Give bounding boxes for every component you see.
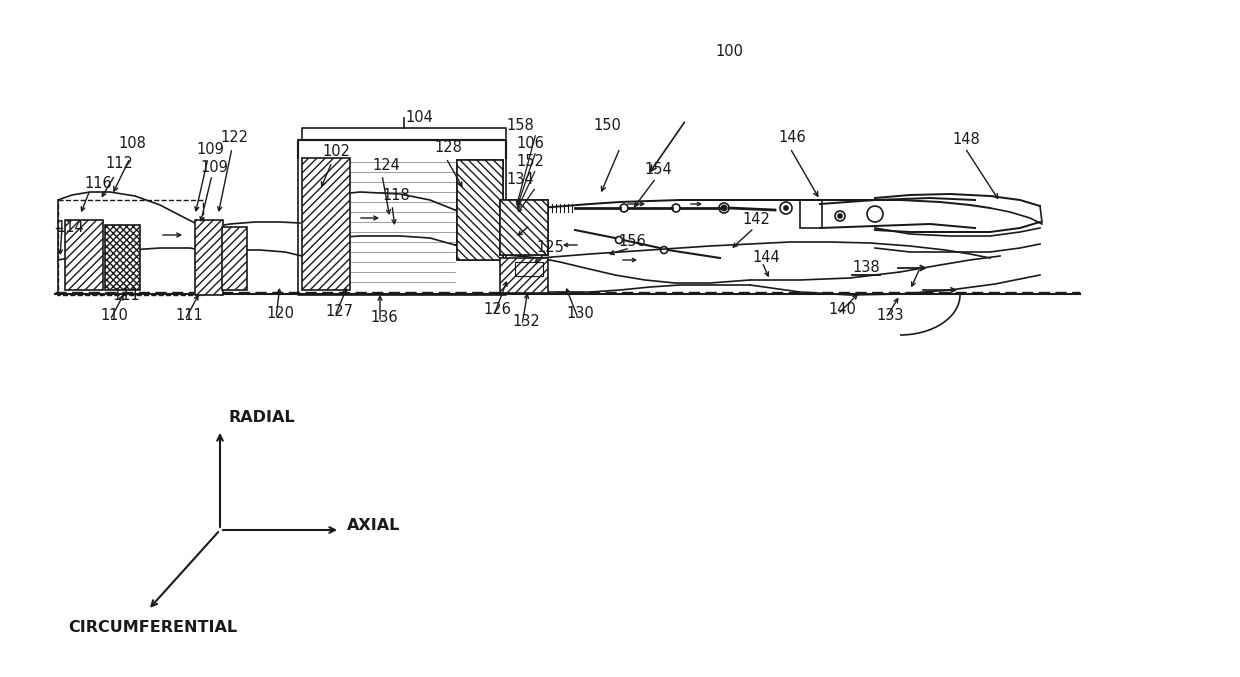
Text: 106: 106 [516,135,544,150]
Text: 138: 138 [852,261,879,276]
Text: 109: 109 [200,160,228,175]
Bar [458,160,503,260]
Bar [105,225,140,290]
Bar [515,262,543,276]
Bar [64,220,103,290]
Text: 150: 150 [593,118,621,133]
Text: 156: 156 [618,234,646,250]
Bar [500,200,548,255]
Text: 136: 136 [370,311,398,326]
Text: RADIAL: RADIAL [228,410,295,426]
Text: 128: 128 [434,141,461,156]
Bar [222,227,247,290]
Text: CIRCUMFERENTIAL: CIRCUMFERENTIAL [68,621,237,636]
Bar [800,200,822,228]
Text: 124: 124 [372,158,399,173]
Text: 127: 127 [325,305,353,320]
Text: 126: 126 [484,303,511,318]
Bar [500,200,548,255]
Text: 132: 132 [512,315,539,330]
Text: 148: 148 [952,133,980,148]
Text: 109: 109 [196,142,224,158]
Text: 114: 114 [56,221,84,236]
Text: 144: 144 [751,250,780,265]
Bar [195,220,223,295]
Text: 116: 116 [84,175,112,190]
Text: 154: 154 [644,162,672,177]
Text: 104: 104 [405,110,433,125]
Text: 142: 142 [742,213,770,227]
Text: 100: 100 [715,45,743,60]
Text: 111: 111 [175,309,203,324]
Text: 110: 110 [100,309,128,324]
Text: 102: 102 [322,144,350,160]
Text: 111: 111 [112,288,140,303]
Text: 140: 140 [828,303,856,318]
Text: 125: 125 [536,240,564,255]
Circle shape [784,206,787,210]
Text: AXIAL: AXIAL [347,519,401,533]
Circle shape [838,214,842,218]
Text: 120: 120 [267,307,294,322]
Text: 130: 130 [565,307,594,322]
Text: 108: 108 [118,135,146,150]
Text: 146: 146 [777,131,806,146]
Bar [500,258,548,293]
Text: 152: 152 [516,154,544,169]
Bar [58,200,203,295]
Text: 122: 122 [219,131,248,146]
Text: 133: 133 [875,307,904,322]
Circle shape [722,206,727,211]
Text: 112: 112 [105,156,133,171]
Bar [458,160,503,260]
Text: 158: 158 [506,118,533,133]
Text: 134: 134 [506,171,533,186]
Text: 118: 118 [382,188,409,204]
Bar [303,158,350,290]
